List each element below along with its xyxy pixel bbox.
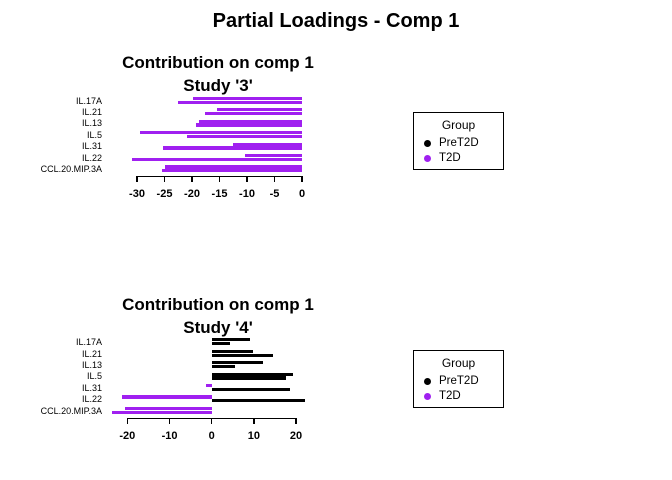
bar (211, 387, 290, 392)
x-tick-label: 0 (208, 430, 215, 442)
t2d-dot-icon (424, 154, 431, 162)
legend-item-label: T2D (439, 152, 461, 164)
main-title: Partial Loadings - Comp 1 (212, 10, 460, 32)
x-tick-label: 20 (289, 430, 303, 442)
x-tick (273, 176, 276, 182)
x-tick (191, 176, 193, 182)
legend-title: Group (441, 356, 476, 370)
y-axis-label: IL.21 (81, 348, 102, 359)
y-axis-label: IL.21 (81, 107, 102, 118)
x-tick-label: -10 (239, 188, 255, 200)
bar (139, 131, 302, 135)
bar (205, 112, 302, 116)
legend-box-top: Group PreT2D T2D (413, 112, 504, 170)
x-tick-label: 10 (247, 430, 260, 442)
x-tick (136, 176, 138, 182)
chart2-title: Contribution on comp 1 (122, 295, 314, 314)
bar (211, 353, 274, 357)
y-axis-label: IL.22 (81, 394, 102, 405)
x-tick (253, 418, 255, 424)
y-axis-label: IL.5 (86, 371, 102, 382)
y-axis-label: IL.17A (75, 337, 102, 348)
bar (199, 119, 302, 123)
bar (211, 376, 287, 380)
x-tick (163, 176, 166, 182)
bar (244, 153, 302, 158)
x-tick-label: -30 (129, 188, 145, 200)
chart1-subtitle: Study '3' (183, 76, 253, 95)
bar (211, 349, 254, 353)
bar (206, 384, 212, 388)
x-tick (211, 418, 213, 424)
bar (217, 108, 302, 112)
bar (211, 399, 305, 403)
x-tick (218, 176, 221, 182)
y-axis-label: CCL.20.MIP.3A (40, 405, 102, 416)
x-tick-label: -15 (211, 188, 228, 200)
y-axis-label: IL.31 (81, 382, 102, 393)
bar (195, 123, 302, 127)
bar (187, 134, 302, 139)
y-axis-label: IL.31 (81, 141, 102, 152)
x-tick-label: 0 (298, 188, 306, 200)
legend-item-label: T2D (439, 390, 461, 402)
bar (165, 165, 302, 169)
legend-box-bottom: Group PreT2D T2D (413, 350, 504, 408)
bar (211, 338, 251, 342)
x-tick-label: -20 (119, 430, 136, 442)
bar (211, 364, 235, 369)
legend-item-label: PreT2D (439, 375, 479, 387)
bar (192, 96, 302, 100)
bar (232, 142, 302, 146)
y-axis-label: IL.13 (81, 118, 102, 129)
bar (211, 342, 230, 346)
y-axis-label: IL.17A (75, 95, 102, 106)
y-axis-label: IL.13 (81, 359, 102, 370)
pret2d-dot-icon (424, 377, 431, 385)
x-tick (126, 418, 129, 424)
bar (121, 395, 212, 399)
chart1-title: Contribution on comp 1 (122, 53, 314, 72)
x-tick (295, 418, 297, 424)
bar (131, 157, 302, 161)
y-axis-label: IL.5 (86, 129, 102, 140)
bar (112, 410, 212, 414)
x-tick-label: -10 (161, 430, 178, 442)
y-axis-label: IL.22 (81, 152, 102, 163)
y-axis-label: CCL.20.MIP.3A (40, 164, 102, 175)
bar (211, 361, 264, 365)
bar (211, 372, 294, 376)
x-tick (246, 176, 248, 182)
x-tick-label: -5 (269, 188, 280, 200)
bar (177, 100, 302, 104)
bar (162, 169, 302, 173)
legend-item-label: PreT2D (439, 137, 479, 149)
t2d-dot-icon (424, 392, 431, 400)
pret2d-dot-icon (424, 139, 431, 147)
x-tick (168, 418, 171, 424)
bar (162, 146, 302, 150)
x-tick-label: -20 (184, 188, 200, 200)
x-tick-label: -25 (156, 188, 173, 200)
x-tick (301, 176, 303, 182)
legend-title: Group (441, 118, 476, 132)
bar (125, 406, 212, 411)
chart2-subtitle: Study '4' (183, 318, 253, 337)
